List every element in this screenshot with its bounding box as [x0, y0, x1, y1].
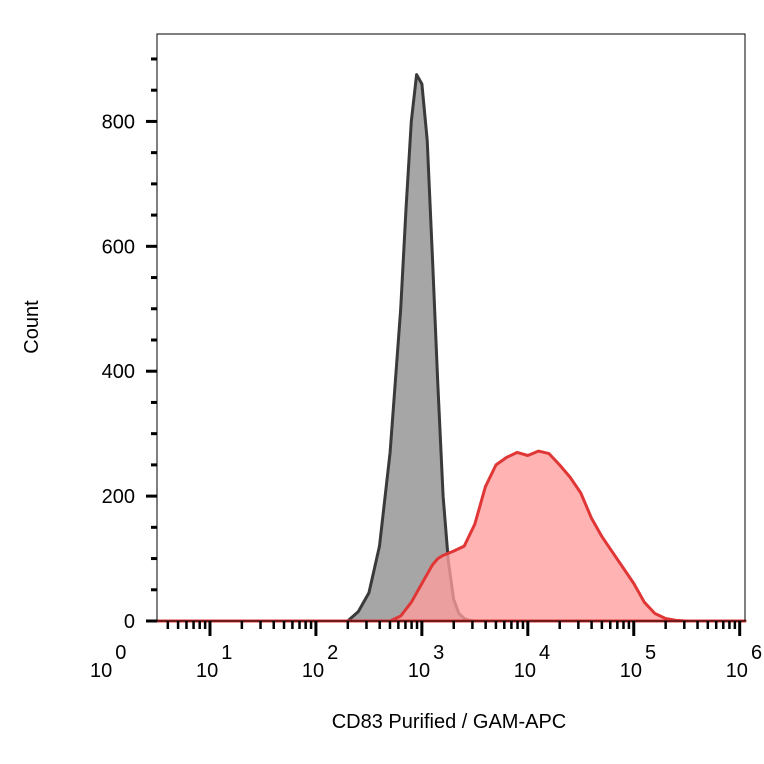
x-axis-label: CD83 Purified / GAM-APC: [332, 711, 567, 733]
y-tick-label: 800: [102, 111, 135, 133]
y-axis: 0 200 400 600 800: [102, 57, 157, 633]
x-tick-label: 103: [408, 642, 444, 682]
plot-frame: [156, 33, 746, 622]
x-tick-label: 102: [302, 642, 338, 682]
y-axis-label: Count: [21, 300, 43, 354]
y-tick-label: 600: [102, 236, 135, 258]
x-tick-label: 104: [514, 642, 550, 682]
x-axis: 100 101 102 103 104 105 106: [90, 621, 762, 682]
x-tick-label: 106: [726, 642, 762, 682]
y-tick-label: 0: [124, 611, 135, 633]
y-tick-label: 400: [102, 361, 135, 383]
x-tick-label: 101: [196, 642, 232, 682]
series-layer: [155, 73, 747, 623]
series-2-area: [155, 449, 747, 623]
x-tick-label: 105: [620, 642, 656, 682]
y-tick-label: 200: [102, 486, 135, 508]
series-1-area: [155, 73, 747, 623]
x-tick-label: 100: [90, 642, 126, 682]
